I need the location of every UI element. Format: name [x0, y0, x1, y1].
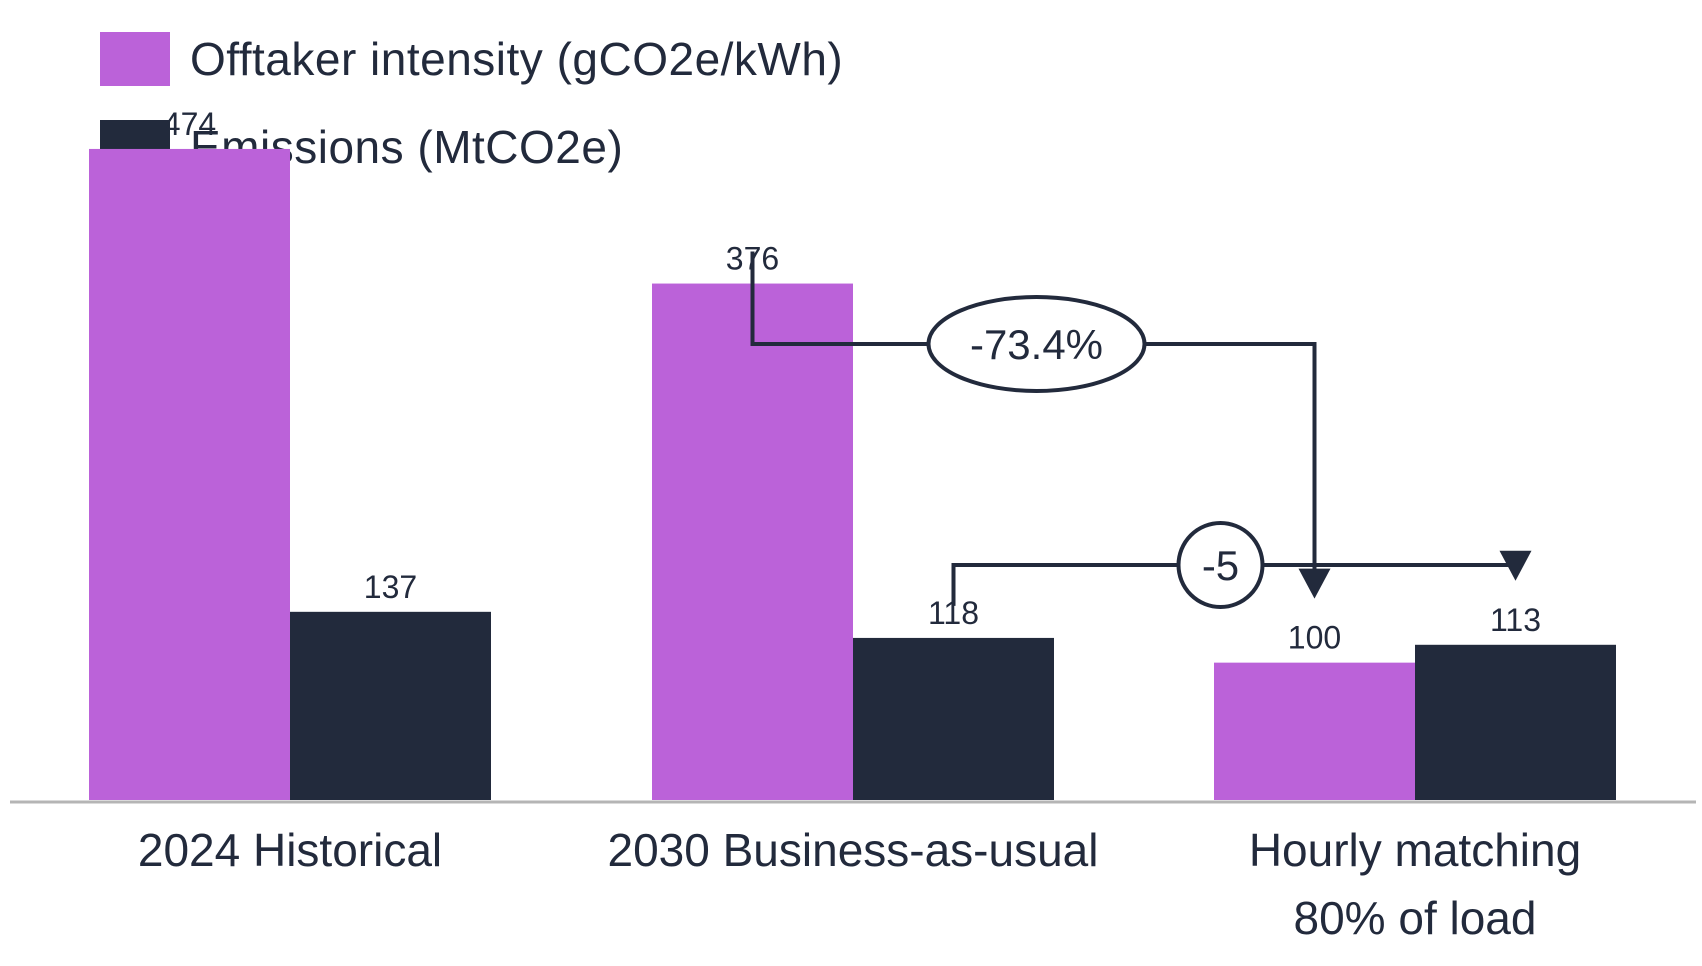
data-label-series1-cat2: 113	[1490, 602, 1541, 638]
bar-series1-cat0	[290, 611, 491, 800]
annotation-arrow-0	[1298, 568, 1331, 599]
bar-series1-cat2	[1415, 644, 1616, 800]
bar-series0-cat0	[89, 148, 290, 801]
category-label-0-line0: 2024 Historical	[138, 824, 442, 876]
bar-series0-cat1	[652, 283, 853, 800]
category-label-1-line0: 2030 Business-as-usual	[608, 824, 1099, 876]
annotation-arrow-1	[1499, 550, 1532, 581]
annotation-badge-1	[1176, 521, 1265, 609]
legend-label-intensity: Offtaker intensity (gCO2e/kWh)	[190, 33, 844, 85]
data-label-series0-cat0: 474	[163, 106, 216, 142]
annotation-label-0: -73.4%	[970, 321, 1103, 368]
legend-swatch-intensity	[100, 32, 170, 86]
bar-series0-cat2	[1214, 662, 1415, 800]
data-label-series1-cat0: 137	[364, 569, 417, 605]
annotation-label-1: -5	[1202, 542, 1239, 589]
category-label-2-line1: 80% of load	[1294, 892, 1537, 944]
legend-item-intensity: Offtaker intensity (gCO2e/kWh)	[100, 32, 843, 86]
category-label-2-line0: Hourly matching	[1249, 824, 1581, 876]
data-label-series0-cat2: 100	[1288, 620, 1341, 656]
bar-series1-cat1	[853, 637, 1054, 800]
annotation-badge-0	[926, 295, 1147, 393]
